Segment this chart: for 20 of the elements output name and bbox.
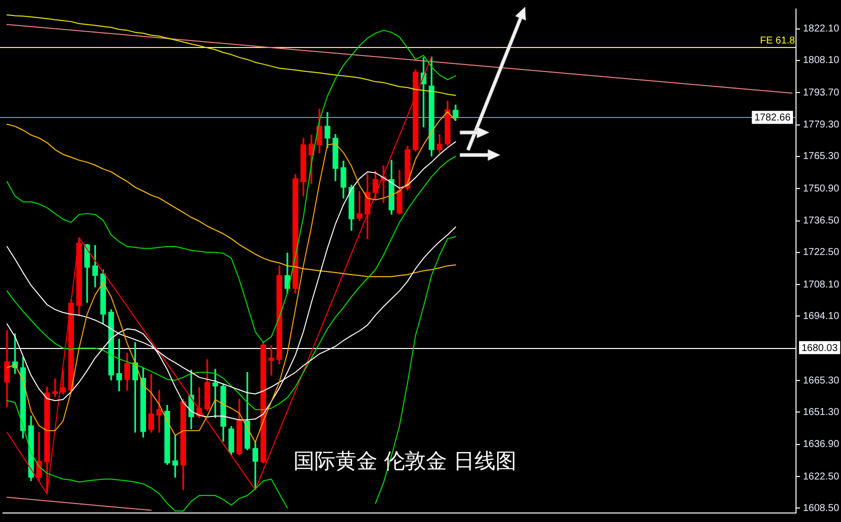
y-tick-label: 1779.30 bbox=[803, 120, 840, 131]
y-tick-label: 1708.10 bbox=[803, 279, 840, 290]
y-tick-label: 1736.50 bbox=[803, 216, 840, 227]
y-tick-label: 1765.30 bbox=[803, 151, 840, 162]
ref-line-label: 1680.03 bbox=[802, 342, 838, 354]
y-tick-label: 1822.10 bbox=[803, 24, 840, 35]
y-tick-label: 1622.50 bbox=[803, 471, 840, 482]
y-tick-label: 1793.70 bbox=[803, 87, 840, 98]
y-tick-label: 1694.10 bbox=[803, 310, 840, 322]
y-tick-label: 1636.90 bbox=[803, 439, 840, 450]
y-tick-label: 1750.90 bbox=[803, 183, 840, 194]
ref-line-label: 1782.66 bbox=[754, 112, 791, 124]
annotation: FE 61.8 bbox=[760, 36, 796, 47]
y-tick-label: 1608.50 bbox=[803, 502, 840, 514]
y-tick-label: 1651.30 bbox=[803, 406, 840, 418]
y-tick-label: 1722.50 bbox=[803, 247, 840, 258]
candlestick bbox=[52, 378, 58, 397]
candlestick bbox=[356, 191, 362, 221]
y-tick-label: 1665.30 bbox=[803, 375, 840, 386]
y-tick-label: 1808.10 bbox=[803, 55, 840, 66]
